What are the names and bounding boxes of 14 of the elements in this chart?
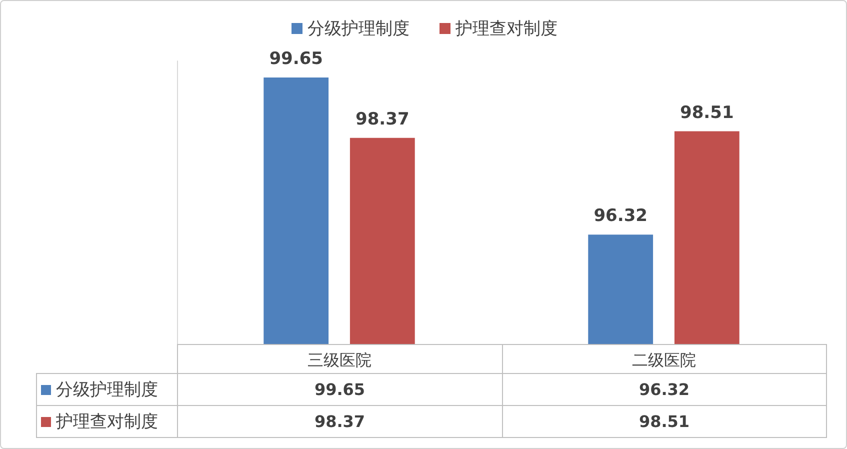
- annotation: 98.51: [680, 102, 734, 123]
- annotation: 98.37: [356, 109, 410, 130]
- data-label: 98.37: [178, 406, 502, 438]
- legend-label: 护理查对制度: [454, 19, 558, 38]
- legend-label: 分级护理制度: [308, 19, 410, 38]
- annotation: 99.65: [269, 49, 323, 70]
- text: 护理查对制度: [56, 412, 158, 431]
- data-label: 98.51: [502, 406, 826, 438]
- data-label: 99.65: [178, 374, 502, 406]
- x-tick-label: 二级医院: [632, 352, 696, 370]
- text: 分级护理制度: [56, 380, 158, 399]
- annotation: 96.32: [594, 206, 648, 226]
- data-label: 96.32: [502, 374, 826, 406]
- x-tick-label: 三级医院: [307, 352, 372, 370]
